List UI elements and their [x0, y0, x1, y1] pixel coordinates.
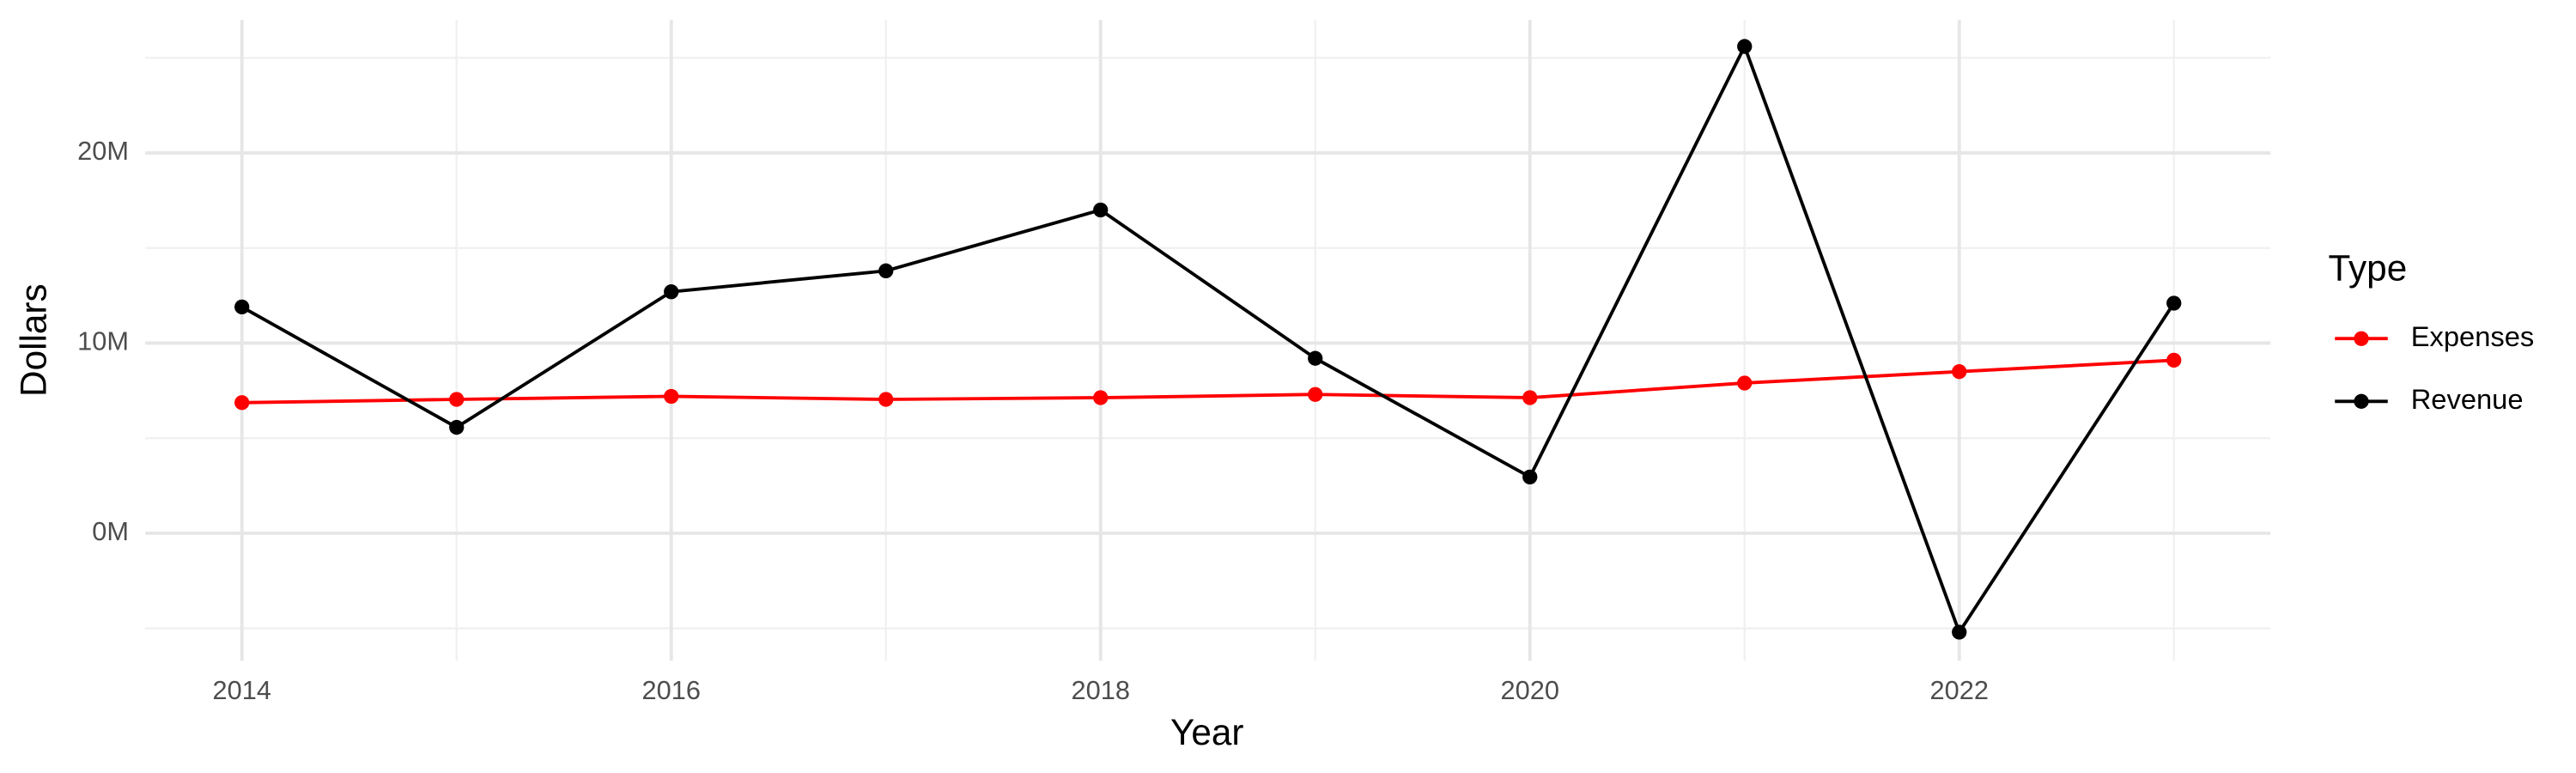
data-point — [878, 263, 894, 278]
data-point — [1737, 375, 1753, 391]
legend: Expenses Revenue — [2335, 320, 2534, 415]
x-tick-label: 2020 — [1501, 675, 1559, 705]
data-point — [1308, 350, 1323, 366]
x-axis-title: Year — [1170, 712, 1243, 752]
data-point — [1952, 624, 1967, 640]
y-axis-title: Dollars — [13, 283, 53, 397]
data-point — [664, 388, 679, 405]
y-tick-label: 20M — [77, 136, 129, 166]
y-tick-label: 0M — [92, 516, 129, 546]
plot — [234, 39, 2182, 640]
grid — [145, 20, 2271, 661]
legend-title: Type — [2329, 248, 2408, 289]
y-tick-label: 10M — [77, 326, 129, 356]
data-point — [1952, 364, 1967, 380]
data-point — [1308, 386, 1323, 402]
data-point — [1522, 469, 1538, 485]
data-point — [878, 392, 894, 407]
legend-label: Expenses — [2411, 320, 2535, 352]
data-point — [2166, 352, 2182, 368]
data-point — [1737, 39, 1753, 54]
legend-swatch-point — [2354, 393, 2369, 409]
x-tick-label: 2018 — [1072, 675, 1130, 705]
data-point — [234, 395, 250, 411]
legend-swatch-point — [2354, 331, 2369, 346]
data-point — [449, 419, 465, 435]
data-point — [1093, 390, 1109, 405]
data-point — [2166, 295, 2182, 311]
x-tick-label: 2022 — [1930, 675, 1989, 705]
data-point — [1093, 202, 1109, 218]
series-line — [241, 358, 2174, 405]
data-point — [664, 284, 679, 300]
data-point — [234, 299, 250, 315]
legend-label: Revenue — [2411, 383, 2524, 415]
x-tick-label: 2016 — [642, 675, 701, 705]
x-tick-label: 2014 — [213, 675, 271, 705]
data-point — [449, 392, 465, 407]
data-point — [1522, 390, 1538, 405]
series-line — [240, 42, 2176, 636]
